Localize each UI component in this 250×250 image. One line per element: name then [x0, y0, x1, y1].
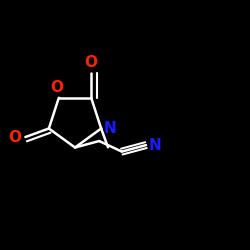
Text: N: N — [149, 138, 162, 152]
Text: N: N — [104, 121, 117, 136]
Text: O: O — [85, 55, 98, 70]
Text: O: O — [8, 130, 22, 144]
Text: O: O — [50, 80, 63, 95]
